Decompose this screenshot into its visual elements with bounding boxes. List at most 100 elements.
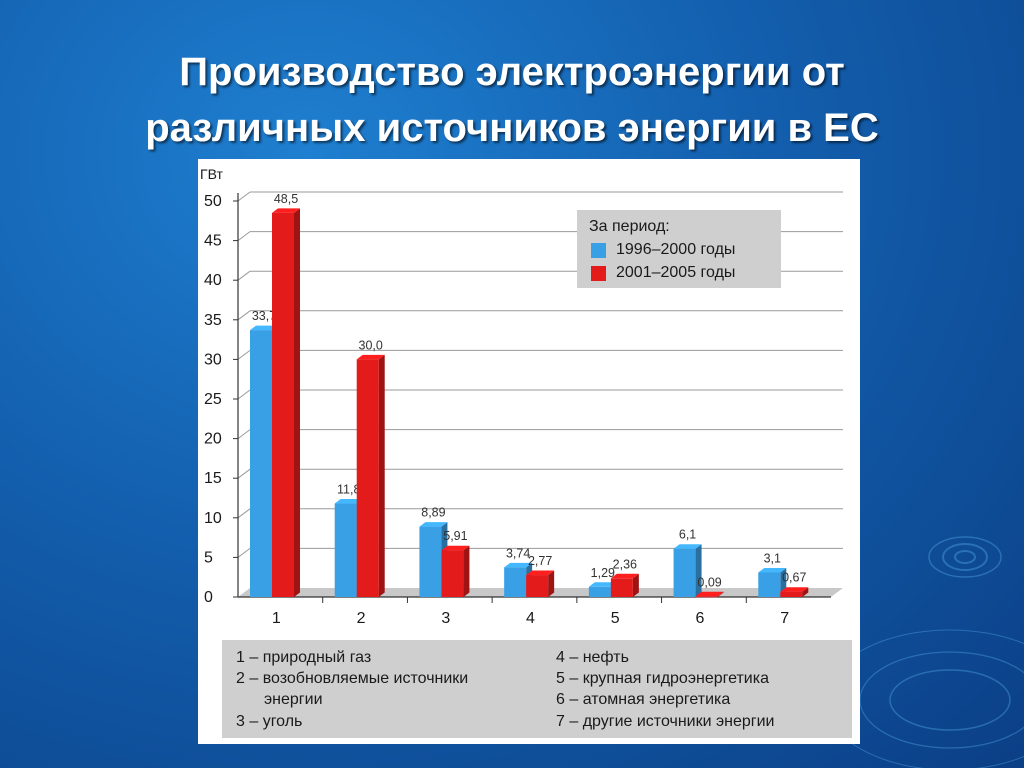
bar-series-1 (758, 572, 781, 597)
bar-top-series-2 (526, 570, 555, 576)
bar-top-series-1 (758, 567, 787, 573)
y-tick-label: 40 (204, 272, 222, 289)
gridline-depth (237, 508, 251, 519)
x-tick-label: 2 (357, 610, 366, 627)
bar-series-1 (504, 567, 527, 597)
bar-top-series-2 (272, 208, 300, 213)
gridline-depth (237, 547, 251, 558)
bar-side-series-2 (632, 573, 639, 597)
x-tick-label: 5 (611, 610, 620, 627)
bar-top-series-2 (780, 587, 809, 592)
y-tick-label: 0 (204, 589, 213, 606)
data-label-series-1: 3,74 (506, 546, 530, 560)
y-tick-label: 35 (204, 312, 222, 329)
bar-series-2 (526, 575, 549, 597)
data-label-series-2: 0,09 (697, 575, 721, 589)
data-label-series-2: 2,77 (528, 554, 552, 568)
data-label-series-1: 6,1 (679, 528, 696, 542)
y-tick-label: 20 (204, 431, 222, 448)
data-label-series-1: 11,8 (337, 483, 360, 497)
bar-side-series-2 (802, 587, 809, 597)
x-tick-label: 7 (780, 610, 789, 627)
bar-top-series-2 (610, 573, 639, 579)
gridline-depth (237, 429, 251, 440)
data-label-series-2: 2,36 (613, 557, 637, 571)
legend-swatch-series-2 (591, 265, 606, 281)
x-tick-label: 4 (526, 610, 535, 627)
bar-series-2 (356, 359, 379, 597)
bar-series-1 (334, 503, 357, 597)
slide-title: Производство электроэнергии от различных… (0, 44, 1024, 156)
data-label-series-1: 8,89 (421, 506, 445, 520)
gridline-depth (237, 231, 251, 241)
chart-panel: 0 5 10 15 20 25 30 35 40 45 50 ГВт 1 33,7 48,5 2 11,8 30,… (198, 159, 860, 744)
x-tick-label: 1 (272, 610, 281, 627)
bar-side-series-2 (294, 208, 300, 597)
category-key: 1 – природный газ 2 – возобновляемые ист… (222, 640, 852, 738)
x-tick-label: 6 (695, 610, 704, 627)
data-label-series-1: 33,7 (252, 309, 276, 323)
gridline-depth (237, 191, 251, 202)
key-item-6: 6 – атомная энергетика (556, 691, 731, 708)
key-item-7: 7 – другие источники энергии (556, 713, 775, 730)
y-tick-label: 45 (204, 233, 222, 250)
bar-top-series-1 (419, 522, 448, 527)
bar-top-series-1 (504, 562, 533, 568)
y-tick-label: 10 (204, 510, 222, 527)
chart-legend: За период: 1996–2000 годы 2001–2005 годы (577, 210, 781, 288)
bar-series-1 (250, 330, 272, 597)
y-tick-label: 25 (204, 391, 222, 408)
data-label-series-2: 5,91 (443, 529, 467, 543)
key-item-2: 2 – возобновляемые источники (236, 670, 469, 687)
bar-side-series-2 (463, 545, 470, 597)
bar-top-series-1 (334, 499, 363, 504)
x-tick-label: 3 (441, 610, 450, 627)
legend-title: За период: (589, 218, 670, 235)
data-label-series-2: 30,0 (359, 338, 383, 352)
slide-title-line-2: различных источников энергии в ЕС (145, 106, 879, 150)
bar-top-series-2 (695, 591, 724, 597)
key-item-3: 3 – уголь (236, 713, 303, 730)
bar-top-series-1 (250, 325, 278, 331)
bar-side-series-2 (548, 570, 555, 597)
key-item-2-continuation: энергии (264, 691, 323, 708)
bar-side-series-2 (717, 591, 724, 597)
data-label-series-1: 3,1 (764, 551, 781, 565)
bar-series-2 (610, 578, 633, 597)
y-tick-label: 5 (204, 549, 213, 566)
bar-series-1 (419, 526, 442, 597)
bar-top-series-2 (356, 354, 385, 360)
legend-item-series-1: 1996–2000 годы (591, 241, 735, 259)
bar-top-series-1 (673, 544, 702, 549)
data-label-series-2: 0,67 (782, 571, 806, 585)
bar-series-1 (673, 548, 696, 597)
key-item-1: 1 – природный газ (236, 649, 372, 666)
bar-side-series-2 (378, 354, 385, 597)
bar-top-series-1 (588, 582, 617, 587)
data-label-series-1: 1,29 (591, 566, 615, 580)
legend-item-series-2: 2001–2005 годы (591, 264, 735, 282)
data-label-series-2: 48,5 (274, 192, 298, 206)
legend-label-series-2: 2001–2005 годы (616, 264, 736, 281)
y-tick-label: 30 (204, 351, 222, 368)
y-tick-label: 15 (204, 470, 222, 487)
gridline-depth (237, 349, 251, 360)
bar-top-series-2 (441, 545, 470, 551)
bar-side-series-1 (695, 544, 702, 597)
key-item-4: 4 – нефть (556, 649, 629, 666)
bar-series-2 (272, 212, 294, 597)
gridline-depth (237, 468, 251, 479)
gridline-depth (237, 270, 251, 281)
gridline-depth (237, 310, 251, 321)
legend-label-series-1: 1996–2000 годы (616, 241, 736, 258)
bar-series-2 (695, 596, 718, 598)
legend-swatch-series-1 (591, 242, 606, 258)
gridline-depth (237, 389, 251, 400)
y-tick-label: 50 (204, 193, 222, 210)
bar-series-2 (441, 550, 464, 597)
bar-series-1 (588, 586, 611, 597)
y-axis-unit: ГВт (200, 166, 223, 182)
slide-title-line-1: Производство электроэнергии от (179, 50, 845, 94)
key-item-5: 5 – крупная гидроэнергетика (556, 670, 769, 687)
bar-series-2 (780, 591, 803, 597)
